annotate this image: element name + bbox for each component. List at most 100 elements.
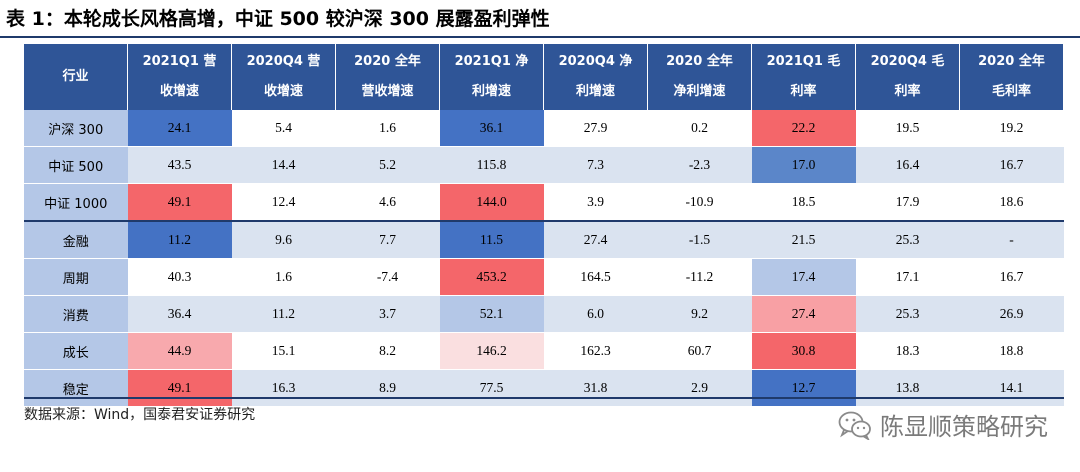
table-cell: 19.2 xyxy=(959,110,1064,147)
table-cell: 52.1 xyxy=(439,295,544,333)
wechat-icon xyxy=(838,411,871,440)
table-cell: 21.5 xyxy=(751,220,856,259)
watermark: 陈显顺策略研究 xyxy=(838,407,1048,442)
header-line: 2021Q1 净 xyxy=(454,54,529,69)
table-bottom-rule xyxy=(24,397,1064,399)
header-col-6: 2020 全年 净利增速 xyxy=(647,44,752,110)
watermark-text: 陈显顺策略研究 xyxy=(880,413,1048,441)
table-cell: 0.2 xyxy=(647,110,752,147)
table-cell: 25.3 xyxy=(855,220,960,259)
header-col-2: 2020Q4 营收增速 xyxy=(231,44,336,110)
header-line: 2020Q4 营 xyxy=(246,54,321,69)
table-cell: 18.5 xyxy=(751,183,856,222)
table-cell: 27.4 xyxy=(751,295,856,333)
table-row: 周期 40.3 1.6 -7.4 453.2 164.5 -11.2 17.4 17.1 16.7 xyxy=(24,258,1064,296)
table-cell: 16.4 xyxy=(855,146,960,184)
table-cell: 9.2 xyxy=(647,295,752,333)
table-cell: -10.9 xyxy=(647,183,752,222)
table-cell: 11.2 xyxy=(231,295,336,333)
table-cell: 49.1 xyxy=(127,183,232,222)
row-label: 中证 1000 xyxy=(24,183,128,222)
header-line: 2020Q4 净 xyxy=(558,54,633,69)
table-cell: 162.3 xyxy=(543,332,648,370)
table-row: 金融 11.2 9.6 7.7 11.5 27.4 -1.5 21.5 25.3- xyxy=(24,220,1064,259)
header-line: 行业 xyxy=(62,69,89,84)
table-cell: 30.8 xyxy=(751,332,856,370)
table-cell: 60.7 xyxy=(647,332,752,370)
table-cell: 12.4 xyxy=(231,183,336,222)
table-cell: -1.5 xyxy=(647,220,752,259)
table-cell: 14.1 xyxy=(959,369,1064,407)
table-cell: 146.2 xyxy=(439,332,544,370)
header-line: 2020 全年 xyxy=(666,54,733,69)
header-line: 2020 全年 xyxy=(354,54,421,69)
header-row: 行业 2021Q1 营收增速 2020Q4 营收增速 2020 全年 营收增速 2021Q… xyxy=(24,44,1064,110)
table-row: 稳定 49.1 16.3 8.9 77.5 31.8 2.9 12.7 13.8 14.1 xyxy=(24,369,1064,407)
table-row: 中证 500 43.5 14.4 5.2 115.8 7.3 -2.3 17.0 16.4 16.… xyxy=(24,146,1064,184)
table-cell: 8.9 xyxy=(335,369,440,407)
table-title: 表 1：本轮成长风格高增，中证 500 较沪深 300 展露盈利弹性 xyxy=(6,8,550,30)
table-cell: 115.8 xyxy=(439,146,544,184)
header-col-1: 2021Q1 营收增速 xyxy=(127,44,232,110)
header-line: 收增速 xyxy=(263,84,303,99)
table-cell: 16.7 xyxy=(959,146,1064,184)
header-line: 净利增速 xyxy=(673,84,726,99)
table-cell: 9.6 xyxy=(231,220,336,259)
table-cell: 27.9 xyxy=(543,110,648,147)
header-line: 2021Q1 营 xyxy=(142,54,217,69)
table-cell: 22.2 xyxy=(751,110,856,147)
table-cell: 36.4 xyxy=(127,295,232,333)
table-cell: 18.6 xyxy=(959,183,1064,222)
table-cell: 17.1 xyxy=(855,258,960,296)
table-cell: 43.5 xyxy=(127,146,232,184)
row-label: 沪深 300 xyxy=(24,110,128,147)
header-line: 利率 xyxy=(894,84,921,99)
table-cell: 18.8 xyxy=(959,332,1064,370)
header-col-4: 2021Q1 净利增速 xyxy=(439,44,544,110)
table-cell: 8.2 xyxy=(335,332,440,370)
table-cell: 16.3 xyxy=(231,369,336,407)
table-body: 沪深 300 24.1 5.4 1.6 36.1 27.9 0.2 22.2 19.5 19.2 中… xyxy=(24,110,1064,407)
row-label: 成长 xyxy=(24,332,128,370)
table-cell: 25.3 xyxy=(855,295,960,333)
table-cell: 17.4 xyxy=(751,258,856,296)
table-cell: 17.9 xyxy=(855,183,960,222)
title-divider xyxy=(0,36,1080,38)
table-cell: 3.7 xyxy=(335,295,440,333)
row-label: 金融 xyxy=(24,220,128,259)
row-label: 稳定 xyxy=(24,369,128,407)
table-cell: 40.3 xyxy=(127,258,232,296)
table-cell: 144.0 xyxy=(439,183,544,222)
header-line: 2020 全年 xyxy=(978,54,1045,69)
table-cell: 5.4 xyxy=(231,110,336,147)
header-line: 利率 xyxy=(790,84,817,99)
table-cell: 77.5 xyxy=(439,369,544,407)
table-cell: 1.6 xyxy=(231,258,336,296)
table-cell: 19.5 xyxy=(855,110,960,147)
header-col-3: 2020 全年 营收增速 xyxy=(335,44,440,110)
table-cell: 6.0 xyxy=(543,295,648,333)
title-bar: 表 1：本轮成长风格高增，中证 500 较沪深 300 展露盈利弹性 xyxy=(0,0,1080,38)
table-cell: -11.2 xyxy=(647,258,752,296)
table-cell: 15.1 xyxy=(231,332,336,370)
table-cell: -7.4 xyxy=(335,258,440,296)
table-cell: 26.9 xyxy=(959,295,1064,333)
row-label: 消费 xyxy=(24,295,128,333)
table-row: 成长 44.9 15.1 8.2 146.2 162.3 60.7 30.8 18.3 18.8 xyxy=(24,332,1064,370)
header-line: 营收增速 xyxy=(361,84,414,99)
table-cell: 31.8 xyxy=(543,369,648,407)
table-cell: 11.2 xyxy=(127,220,232,259)
table-cell: - xyxy=(959,220,1064,259)
table-cell: 4.6 xyxy=(335,183,440,222)
table-row: 消费 36.4 11.2 3.7 52.1 6.0 9.2 27.4 25.3 26.9 xyxy=(24,295,1064,333)
table-cell: 7.7 xyxy=(335,220,440,259)
table-row: 中证 1000 49.1 12.4 4.6 144.0 3.9 -10.9 18.5 17.9 1… xyxy=(24,183,1064,222)
header-col-7: 2021Q1 毛利率 xyxy=(751,44,856,110)
table-cell: 3.9 xyxy=(543,183,648,222)
table-cell: 17.0 xyxy=(751,146,856,184)
table-cell: 16.7 xyxy=(959,258,1064,296)
table-cell: 49.1 xyxy=(127,369,232,407)
table-cell: 2.9 xyxy=(647,369,752,407)
row-label: 中证 500 xyxy=(24,146,128,184)
table-cell: -2.3 xyxy=(647,146,752,184)
